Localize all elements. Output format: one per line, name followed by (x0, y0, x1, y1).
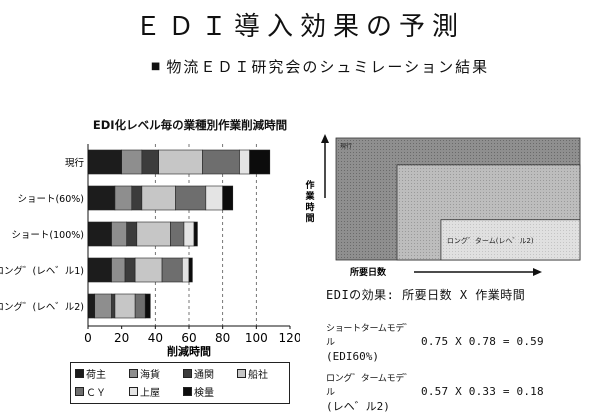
bar-segment-2-5 (183, 221, 195, 247)
legend-label: 検量 (194, 388, 214, 399)
bar-segment-4-4 (134, 293, 146, 319)
legend-swatch-icon (183, 369, 192, 378)
legend-label: 上屋 (140, 388, 160, 399)
bar-segment-1-4 (175, 185, 207, 211)
bar-segment-1-3 (141, 185, 176, 211)
bar-segment-2-2 (126, 221, 138, 247)
area-rect-label: 現行 (340, 142, 352, 150)
bullet-icon: ■ (150, 61, 163, 72)
short-term-model-sub: (EDI60%) (326, 350, 379, 363)
short-term-model-label: ショートタームモデ゛ル (326, 324, 413, 348)
legend-swatch-icon (129, 387, 138, 396)
bar-segment-4-3 (114, 293, 136, 319)
bar-chart-title: EDI化レベル毎の業種別作業削減時間 (92, 118, 288, 132)
x-tick-label: 20 (114, 331, 129, 345)
bar-segment-0-0 (87, 149, 122, 175)
bar-segment-4-2 (111, 293, 116, 319)
bar-segment-0-5 (239, 149, 250, 175)
bar-segment-2-0 (87, 221, 112, 247)
bar-segment-3-6 (188, 257, 193, 283)
bar-segment-1-5 (205, 185, 223, 211)
x-tick-label: 120 (279, 331, 300, 345)
area-chart-x-label: 所要日数 (350, 266, 387, 278)
legend-swatch-icon (129, 369, 138, 378)
legend-label: 海貨 (140, 370, 160, 381)
long-term-model-sub: (レヘ゛ル2) (326, 400, 390, 413)
legend-item: 上屋 (129, 384, 177, 399)
y-axis-arrowhead-icon (321, 134, 329, 143)
bar-segment-3-1 (111, 257, 126, 283)
legend-label: ＣＹ (86, 388, 106, 399)
x-tick-label: 60 (181, 331, 196, 345)
category-label: ショート(100%) (11, 230, 84, 241)
legend-swatch-icon (75, 369, 84, 378)
legend-item: 海貨 (129, 366, 177, 381)
bar-segment-2-3 (136, 221, 171, 247)
bar-segment-3-5 (181, 257, 190, 283)
legend-swatch-icon (183, 387, 192, 396)
category-label: ショート(60%) (17, 194, 84, 205)
area-chart-axes (321, 134, 542, 276)
legend-swatch-icon (237, 369, 246, 378)
effect-heading: EDIの効果: 所要日数 X 作業時間 (326, 288, 526, 302)
short-term-model-formula: 0.75 X 0.78 = 0.59 (421, 335, 544, 348)
bar-segment-2-4 (170, 221, 185, 247)
bar-chart-bars (87, 149, 271, 319)
x-tick-label: 40 (148, 331, 163, 345)
slide-title: ＥＤＩ導入効果の予測 (134, 12, 465, 42)
bar-segment-1-0 (87, 185, 116, 211)
legend-label: 船社 (248, 370, 268, 381)
slide-subtitle-text: 物流ＥＤＩ研究会のシュミレーション結果 (166, 58, 490, 76)
x-tick-label: 0 (84, 331, 92, 345)
long-term-model-formula: 0.57 X 0.33 = 0.18 (421, 385, 544, 398)
bar-segment-0-6 (249, 149, 271, 175)
area-rect-2 (440, 219, 581, 261)
bar-segment-4-6 (144, 293, 151, 319)
legend-label: 通関 (194, 370, 214, 381)
long-term-model-label: ロング゛タームモデ゛ル (326, 374, 413, 398)
bar-segment-4-1 (94, 293, 112, 319)
bar-segment-1-1 (114, 185, 133, 211)
bar-chart-axis: 0 20 40 60 80 100 120 (84, 144, 300, 345)
bar-segment-3-2 (124, 257, 136, 283)
area-rect-label: ロング゛ターム(レヘ゛ル2) (447, 236, 534, 245)
legend-item: ＣＹ (75, 384, 123, 399)
x-axis-arrowhead-icon (533, 268, 542, 276)
bar-segment-4-0 (87, 293, 96, 319)
area-chart-y-label: 作業時間 (304, 179, 315, 224)
x-tick-label: 100 (245, 331, 268, 345)
bar-segment-2-6 (193, 221, 198, 247)
legend-swatch-icon (75, 387, 84, 396)
bar-segment-2-1 (111, 221, 128, 247)
legend-label: 荷主 (86, 370, 106, 381)
bar-segment-0-2 (141, 149, 160, 175)
legend-item: 通関 (183, 366, 231, 381)
legend-item: 荷主 (75, 366, 123, 381)
bar-segment-3-3 (134, 257, 163, 283)
bar-segment-3-0 (87, 257, 112, 283)
x-tick-label: 80 (215, 331, 230, 345)
category-label: ロング゛(レヘ゛ル2) (0, 301, 84, 313)
bar-segment-1-2 (131, 185, 143, 211)
bar-segment-3-4 (161, 257, 183, 283)
category-label: ロング゛(レヘ゛ル1) (0, 265, 84, 277)
bar-chart-x-label: 削減時間 (167, 344, 211, 358)
slide-subtitle: ■ 物流ＥＤＩ研究会のシュミレーション結果 (60, 56, 580, 77)
bar-segment-0-1 (121, 149, 143, 175)
legend-item: 船社 (237, 366, 285, 381)
bar-segment-1-6 (222, 185, 234, 211)
long-term-model: ロング゛タームモデ゛ル 0.57 X 0.33 = 0.18 (レヘ゛ル2) (326, 372, 544, 414)
bar-chart-legend: 荷主 海貨 通関 船社 ＣＹ 上屋 検量 (70, 362, 290, 404)
bar-segment-0-4 (202, 149, 240, 175)
bar-segment-0-3 (158, 149, 203, 175)
legend-item: 検量 (183, 384, 231, 399)
short-term-model: ショートタームモデ゛ル 0.75 X 0.78 = 0.59 (EDI60%) (326, 322, 544, 364)
category-label: 現行 (65, 157, 85, 169)
